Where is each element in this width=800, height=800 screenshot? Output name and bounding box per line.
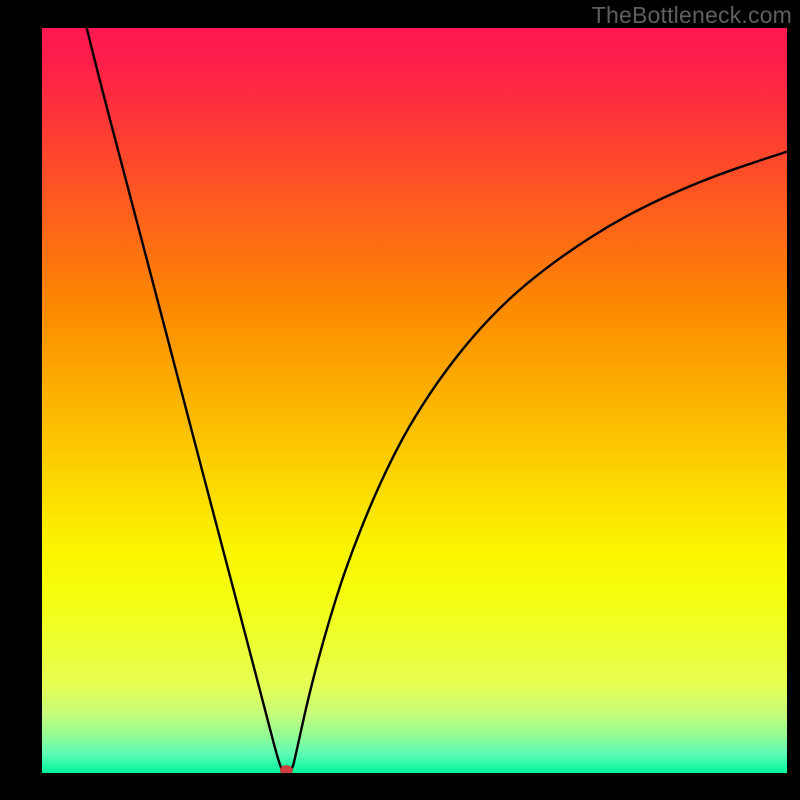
chart-plot-area — [42, 28, 787, 773]
chart-stage: TheBottleneck.com — [0, 0, 800, 800]
watermark-text: TheBottleneck.com — [592, 2, 792, 29]
minimum-marker — [280, 765, 293, 773]
chart-background — [42, 28, 787, 773]
